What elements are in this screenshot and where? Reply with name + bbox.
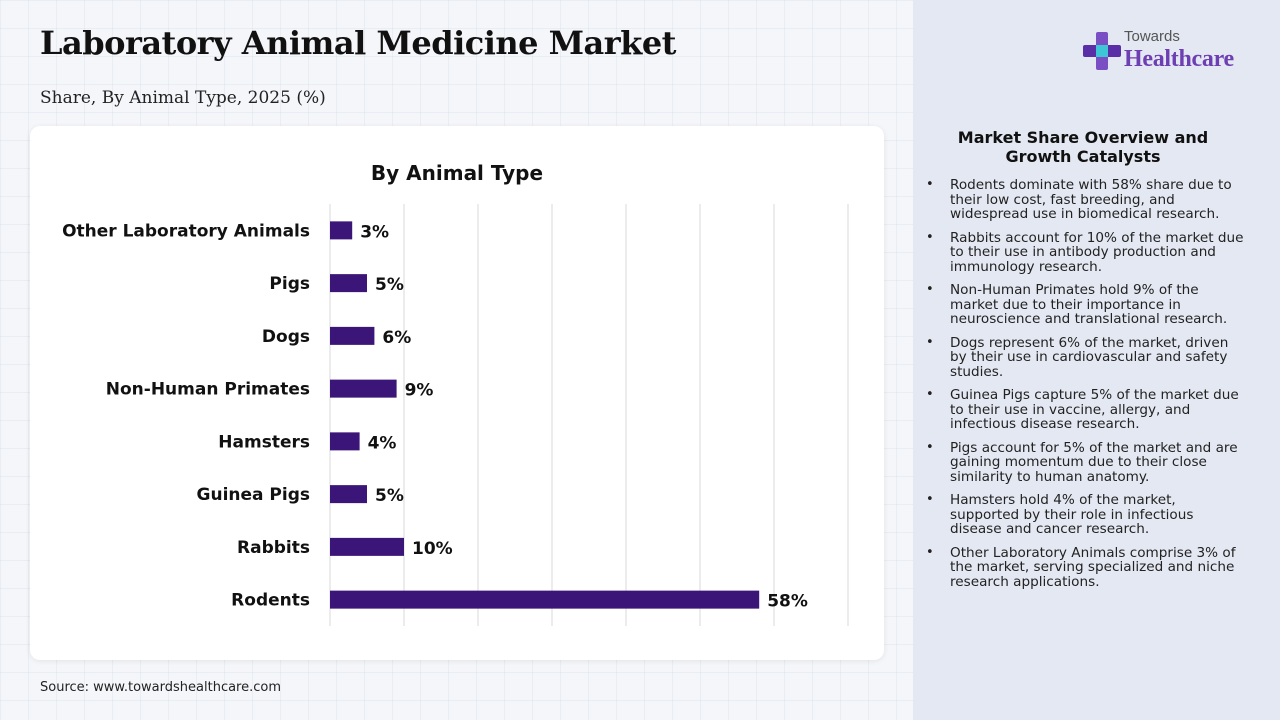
bullet-icon: •: [926, 334, 934, 350]
list-item: • Pigs account for 5% of the market and a…: [926, 439, 1246, 485]
data-label: 3%: [360, 222, 389, 242]
data-label: 9%: [405, 381, 434, 401]
bar: [330, 326, 375, 345]
list-item: • Rabbits account for 10% of the market d…: [926, 229, 1246, 275]
list-item: • Rodents dominate with 58% share due to …: [926, 177, 1246, 222]
list-item: • Dogs represent 6% of the market, driven…: [926, 334, 1246, 380]
list-item: • Hamsters hold 4% of the market, support…: [926, 492, 1246, 537]
category-label: Rodents: [231, 591, 310, 611]
category-label: Non-Human Primates: [106, 380, 310, 400]
bullet-icon: •: [926, 439, 934, 455]
logo: Towards Healthcare: [1082, 28, 1262, 78]
sidebar-panel: [913, 0, 1280, 720]
logo-text-bottom: Healthcare: [1124, 46, 1234, 72]
list-item: • Guinea Pigs capture 5% of the market du…: [926, 387, 1246, 432]
data-label: 5%: [375, 486, 404, 506]
list-item-text: Pigs account for 5% of the market and ar…: [950, 439, 1238, 485]
data-label: 4%: [368, 433, 397, 453]
list-item-text: Non-Human Primates hold 9% of the market…: [950, 282, 1228, 327]
source-note: Source: www.towardshealthcare.com: [40, 680, 282, 695]
list-item-text: Hamsters hold 4% of the market, supporte…: [950, 492, 1194, 537]
bar: [330, 379, 397, 398]
bar: [330, 537, 404, 556]
category-label: Pigs: [269, 274, 310, 294]
category-label: Dogs: [262, 327, 310, 347]
bar: [330, 221, 353, 240]
bullet-icon: •: [926, 492, 934, 507]
chart-title: By Animal Type: [371, 161, 543, 185]
bullet-icon: •: [926, 387, 934, 402]
logo-text-top: Towards: [1124, 28, 1180, 45]
page-subtitle: Share, By Animal Type, 2025 (%): [40, 88, 326, 108]
page-title: Laboratory Animal Medicine Market: [40, 24, 676, 62]
bullet-icon: •: [926, 282, 934, 297]
bullet-icon: •: [926, 177, 934, 192]
list-item: • Other Laboratory Animals comprise 3% of…: [926, 544, 1246, 590]
bar: [330, 485, 367, 504]
bar: [330, 432, 360, 451]
bar: [330, 274, 367, 293]
category-label: Rabbits: [237, 538, 310, 558]
chart-card: By Animal Type Other Laboratory Animals 3%…: [30, 126, 884, 660]
list-item: • Non-Human Primates hold 9% of the marke…: [926, 282, 1246, 327]
bullet-icon: •: [926, 229, 934, 245]
list-item-text: Rabbits account for 10% of the market du…: [950, 229, 1244, 275]
bar-chart: By Animal Type Other Laboratory Animals 3%…: [62, 161, 849, 626]
list-item-text: Guinea Pigs capture 5% of the market due…: [950, 387, 1239, 432]
data-label: 6%: [382, 328, 411, 348]
sidebar-list: • Rodents dominate with 58% share due to …: [926, 177, 1246, 598]
category-label: Hamsters: [218, 432, 310, 452]
list-item-text: Dogs represent 6% of the market, driven …: [950, 334, 1229, 380]
sidebar-heading: Market Share Overview and Growth Catalys…: [957, 128, 1209, 166]
data-label: 58%: [767, 592, 808, 612]
category-label: Guinea Pigs: [197, 485, 310, 505]
category-label: Other Laboratory Animals: [62, 221, 310, 241]
medical-cross-icon: [1083, 32, 1121, 70]
list-item-text: Other Laboratory Animals comprise 3% of …: [950, 544, 1236, 590]
data-label: 10%: [412, 539, 453, 559]
bullet-icon: •: [926, 544, 934, 560]
list-item-text: Rodents dominate with 58% share due to t…: [950, 177, 1232, 222]
data-label: 5%: [375, 275, 404, 295]
bar: [330, 590, 760, 609]
